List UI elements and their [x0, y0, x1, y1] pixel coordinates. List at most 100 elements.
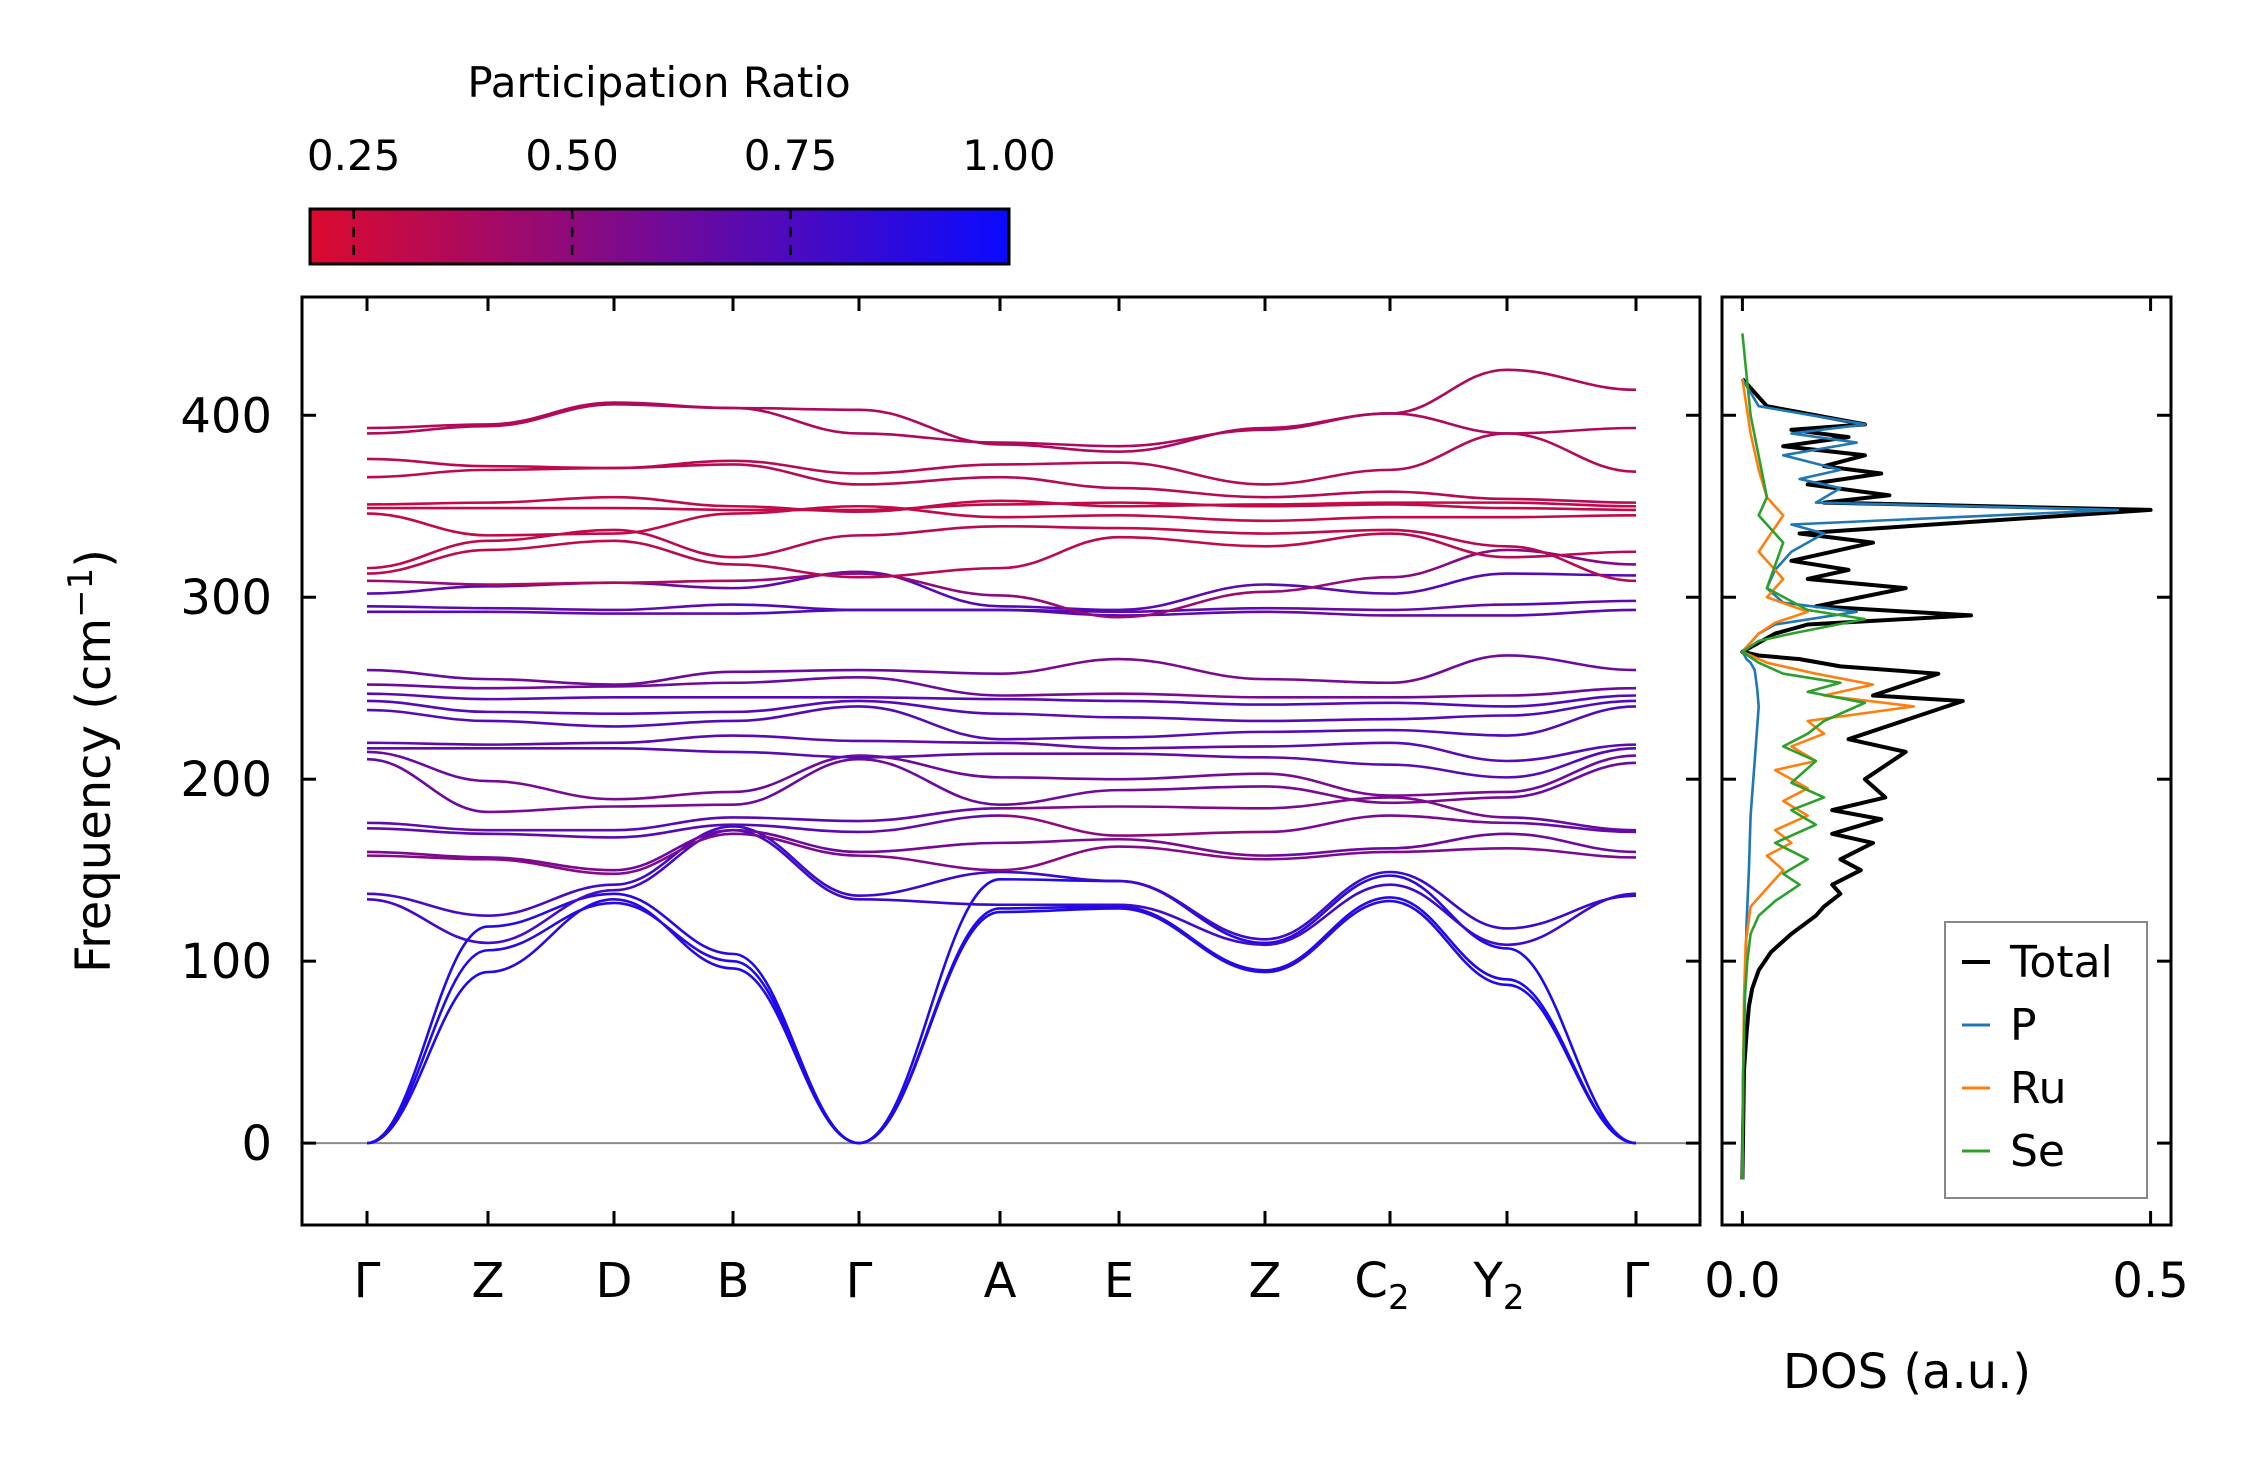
- band-segment: [1118, 526, 1266, 535]
- band-segment: [999, 475, 1120, 490]
- band-segment: [999, 788, 1120, 806]
- band-segment: [732, 757, 860, 806]
- band-segment: [366, 854, 489, 861]
- band-segment: [999, 712, 1120, 719]
- dos-legend: Total P Ru Se: [1944, 921, 2148, 1199]
- band-segment: [1264, 468, 1391, 486]
- band-segment: [487, 719, 615, 728]
- legend-label: Ru: [2010, 1063, 2066, 1114]
- band-segment: [732, 705, 860, 723]
- band-segment: [1506, 544, 1637, 583]
- band-segment: [1506, 743, 1637, 763]
- band-segment: [1264, 701, 1391, 706]
- band-segment: [1506, 599, 1637, 606]
- band-segment: [1389, 883, 1508, 947]
- band-segment: [366, 424, 489, 435]
- k-point-label: B: [717, 1253, 750, 1309]
- band-segment: [1506, 694, 1637, 708]
- band-segment: [999, 514, 1120, 519]
- band-segment: [1389, 741, 1508, 763]
- band-segment: [1506, 754, 1637, 794]
- band-segment: [999, 443, 1120, 453]
- band-segment: [1506, 426, 1637, 435]
- band-segment: [999, 805, 1120, 810]
- band: [366, 757, 1637, 814]
- band-segment: [732, 959, 860, 1145]
- y-tick-label: 300: [180, 570, 272, 626]
- k-point-label: Z: [472, 1253, 505, 1309]
- band-segment: [999, 692, 1120, 697]
- band-segment: [858, 475, 1001, 486]
- band-segment: [1389, 896, 1508, 981]
- band-segment: [1118, 879, 1266, 941]
- band-segment: [366, 501, 489, 506]
- band-segment: [1389, 572, 1508, 595]
- band-segment: [1264, 583, 1391, 595]
- band-segment: [1506, 821, 1637, 834]
- k-point-label: Γ: [354, 1253, 381, 1309]
- colorbar-title: Participation Ratio: [467, 58, 850, 107]
- band-segment: [1118, 535, 1266, 548]
- band-segment: [1389, 654, 1508, 685]
- band-segment: [1118, 845, 1266, 861]
- band-segment: [1118, 907, 1266, 974]
- band-segment: [1389, 874, 1508, 950]
- band-segment: [366, 423, 489, 430]
- dos-panel: 0.0 0.5 DOS (a.u.) Total P Ru Se: [1704, 295, 2189, 1400]
- band-segment: [366, 757, 489, 814]
- band-segment: [1118, 905, 1266, 972]
- band: [366, 750, 1637, 801]
- k-point-label: E: [1104, 1253, 1134, 1309]
- band: [366, 675, 1637, 699]
- dos-series-total: [1740, 377, 2153, 1180]
- band-segment: [1118, 606, 1266, 614]
- band: [366, 814, 1637, 839]
- band: [366, 699, 1637, 723]
- band-segment: [732, 952, 860, 1145]
- band-segment: [999, 441, 1120, 448]
- band-panel: 0 100 200 300 400 Γ Z D B Γ A E Z C2 Y2 Γ Frequency (c…: [61, 295, 1702, 1318]
- band-segment: [613, 401, 734, 410]
- band-segment: [1118, 837, 1266, 857]
- band-segment: [999, 814, 1120, 837]
- band-segment: [858, 877, 1001, 1145]
- band-segment: [858, 675, 1001, 697]
- band-segment: [366, 539, 489, 570]
- band: [366, 368, 1637, 453]
- band-segment: [858, 499, 1001, 514]
- band-segment: [366, 457, 489, 468]
- colorbar-gradient: [308, 207, 1011, 266]
- band: [366, 432, 1637, 486]
- band-segment: [858, 739, 1001, 745]
- band-segment: [732, 406, 860, 435]
- band-segment: [1389, 490, 1508, 501]
- band-segment: [1264, 814, 1391, 834]
- band: [366, 734, 1637, 763]
- band-segment: [1506, 550, 1637, 559]
- legend-label: Total: [2009, 937, 2113, 988]
- band-segment: [1118, 657, 1266, 681]
- band-segment: [613, 670, 734, 686]
- band-segment: [487, 464, 615, 470]
- band-segment: [1389, 532, 1508, 559]
- band: [366, 599, 1637, 614]
- band-segment: [858, 524, 1001, 537]
- y-axis-title: Frequency (cm−1): [61, 549, 122, 973]
- band-segment: [487, 401, 615, 426]
- band-segment: [1506, 506, 1637, 512]
- band-segment: [858, 408, 1001, 446]
- band-segment: [1506, 654, 1637, 672]
- band-segment: [487, 857, 615, 876]
- band-segment: [999, 870, 1120, 883]
- band-segment: [487, 610, 615, 615]
- band-segment: [1264, 412, 1391, 430]
- band-segment: [858, 807, 1001, 823]
- band: [366, 495, 1637, 514]
- band-segment: [1118, 903, 1266, 947]
- band-segment: [999, 845, 1120, 872]
- band-segment: [613, 459, 734, 470]
- dos-axes-frame: [1720, 295, 2173, 1227]
- band-segment: [613, 790, 734, 801]
- band-segment: [1264, 717, 1391, 723]
- band-segment: [1389, 790, 1508, 797]
